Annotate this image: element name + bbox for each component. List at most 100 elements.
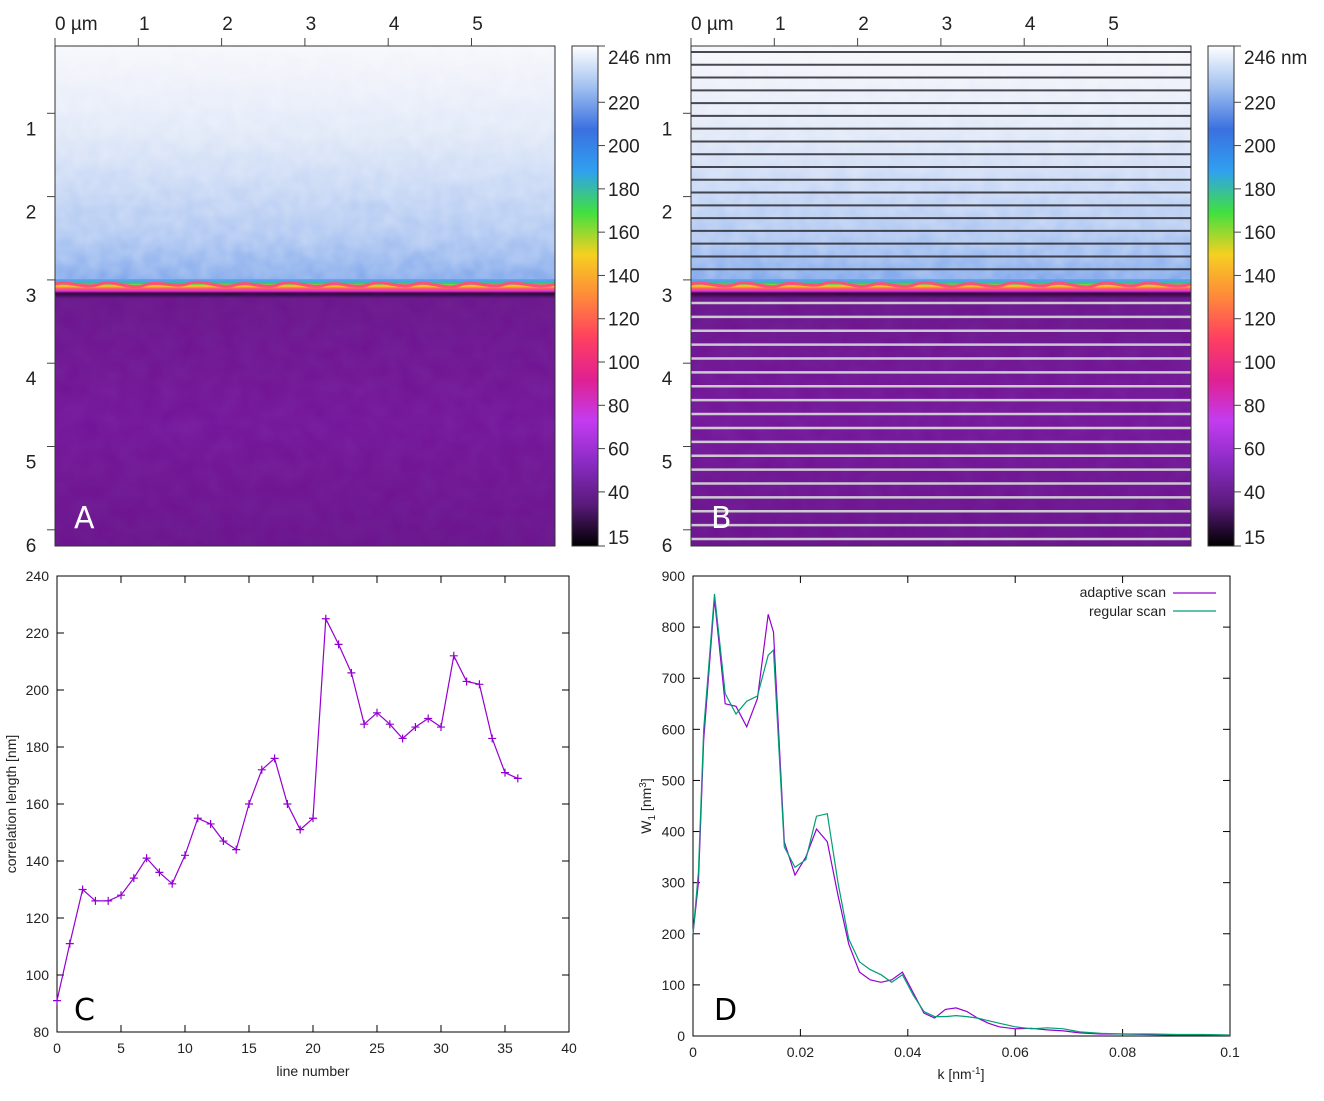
height-map-a-upper-texture (55, 46, 555, 279)
colorbar-label-b: 220 (1244, 93, 1276, 114)
chart-d-ticks: 0 0.02 0.04 0.06 0.08 0.1 0 100 200 300 400 500 600 7… (662, 568, 1240, 1060)
x-tick-label-a: 5 (472, 14, 483, 35)
chart-c-point (181, 851, 189, 860)
chart-c-point (424, 714, 433, 723)
x-tick-label-b: 5 (1108, 14, 1119, 35)
chart-c-x-tick-label: 35 (497, 1040, 513, 1056)
y-tick-label-a: 1 (26, 119, 37, 140)
step-edge-a (55, 280, 555, 289)
chart-c-x-tick-label: 0 (53, 1040, 61, 1056)
chart-c-point (53, 996, 61, 1005)
chart-c-y-tick-label: 80 (33, 1024, 49, 1040)
x-tick-label-a: 1 (139, 14, 150, 35)
colorbar-label-b: 180 (1244, 180, 1276, 201)
colorbar-label-a: 15 (608, 528, 629, 549)
legend-label-adaptive: adaptive scan (1080, 584, 1166, 600)
chart-c-point (142, 854, 151, 863)
x-tick-label-a: 2 (222, 14, 233, 35)
chart-d-series-adaptive (692, 598, 1231, 1037)
chart-c-xlabel: line number (276, 1063, 349, 1079)
y-tick-label-b: 1 (662, 119, 673, 140)
colorbar-label-b: 60 (1244, 440, 1265, 461)
chart-c-y-tick-label: 180 (26, 739, 50, 755)
chart-c-y-tick-label: 200 (26, 682, 50, 698)
chart-c-point (373, 708, 381, 717)
y-tick-label-a: 4 (26, 369, 37, 390)
chart-c-x-tick-label: 40 (561, 1040, 577, 1056)
y-tick-label-a: 2 (26, 203, 37, 224)
chart-c-point (360, 720, 369, 729)
chart-c-point (283, 800, 292, 808)
legend-label-regular: regular scan (1089, 603, 1166, 619)
panel-b-label: B (711, 501, 732, 536)
chart-c-series-line (56, 616, 519, 1001)
chart-d-y-tick-label: 600 (662, 721, 686, 737)
chart-d-y-tick-label: 300 (662, 875, 686, 891)
chart-c-frame (56, 575, 570, 1033)
scan-lines (691, 51, 1191, 541)
chart-c-point (488, 734, 497, 743)
chart-d-series-regular (692, 593, 1231, 1036)
colorbar-label-b: 160 (1244, 223, 1276, 244)
y-tick-label-a: 6 (26, 536, 37, 557)
chart-c: 0 5 10 15 20 25 30 35 40 80 100 120 140 160 180 200 220 2… (3, 568, 577, 1079)
chart-c-point (270, 754, 279, 763)
colorbar-label-b: 120 (1244, 310, 1276, 331)
step-edge-b (691, 280, 1191, 289)
colorbar-label-b: 100 (1244, 353, 1276, 374)
chart-c-point (296, 825, 305, 834)
chart-c-point (437, 723, 445, 732)
x-tick-label-b: 0 µm (691, 14, 734, 35)
chart-c-point (513, 774, 522, 783)
chart-d-series (692, 593, 1231, 1037)
chart-c-point (65, 939, 74, 948)
colorbar-a (571, 45, 599, 547)
colorbar-label-a: 246 nm (608, 48, 671, 69)
chart-d-x-tick-label: 0.02 (787, 1044, 814, 1060)
chart-c-x-tick-label: 15 (241, 1040, 257, 1056)
chart-d-y-tick-label: 400 (662, 824, 686, 840)
chart-d: 0 0.02 0.04 0.06 0.08 0.1 0 100 200 300 400 500 600 7… (638, 568, 1240, 1082)
panel-b (691, 46, 1191, 546)
chart-d-label: D (714, 993, 737, 1028)
chart-c-point (398, 734, 407, 743)
chart-c-point (206, 819, 215, 828)
colorbar-label-a: 220 (608, 93, 640, 114)
chart-c-point (321, 614, 330, 623)
chart-c-y-tick-label: 120 (26, 910, 50, 926)
colorbar-label-a: 180 (608, 180, 640, 201)
chart-c-point (78, 885, 87, 894)
colorbar-b (1207, 45, 1235, 547)
chart-c-label: C (74, 993, 95, 1028)
chart-c-point (168, 879, 177, 888)
colorbar-label-a: 120 (608, 310, 640, 331)
chart-d-y-tick-label: 200 (662, 926, 686, 942)
chart-c-point (155, 868, 164, 877)
chart-c-point (309, 814, 317, 823)
colorbar-label-b: 15 (1244, 528, 1265, 549)
chart-c-x-tick-label: 10 (177, 1040, 193, 1056)
chart-d-ylabel: W1 [nm3] (638, 778, 658, 833)
chart-d-y-tick-label: 900 (662, 568, 686, 584)
height-map-b-lower-texture (691, 292, 1191, 546)
chart-c-y-tick-label: 160 (26, 796, 50, 812)
chart-d-x-tick-label: 0.04 (894, 1044, 921, 1060)
colorbar-label-a: 200 (608, 137, 640, 158)
chart-c-point (501, 768, 509, 777)
colorbar-label-b: 246 nm (1244, 48, 1307, 69)
chart-c-y-tick-label: 240 (26, 568, 50, 584)
panel-a-label: A (74, 501, 95, 536)
chart-c-y-tick-label: 140 (26, 853, 50, 869)
colorbar-label-a: 160 (608, 223, 640, 244)
chart-c-point (245, 800, 253, 808)
chart-d-frame (692, 575, 1231, 1037)
y-tick-label-a: 5 (26, 453, 37, 474)
y-tick-label-b: 2 (662, 203, 673, 224)
x-tick-label-b: 2 (858, 14, 869, 35)
chart-c-point (257, 765, 266, 774)
chart-c-x-tick-label: 25 (369, 1040, 385, 1056)
x-tick-label-b: 1 (775, 14, 786, 35)
colorbar-label-a: 40 (608, 483, 629, 504)
